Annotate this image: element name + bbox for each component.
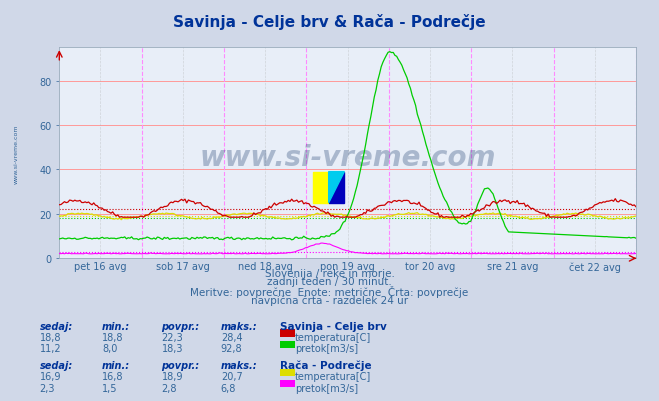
Text: 2,3: 2,3 — [40, 383, 55, 393]
Text: sedaj:: sedaj: — [40, 321, 72, 331]
Bar — [313, 172, 329, 203]
Text: Meritve: povprečne  Enote: metrične  Črta: povprečje: Meritve: povprečne Enote: metrične Črta:… — [190, 286, 469, 298]
Text: 6,8: 6,8 — [221, 383, 236, 393]
Text: 16,9: 16,9 — [40, 371, 61, 381]
Text: pretok[m3/s]: pretok[m3/s] — [295, 383, 358, 393]
Text: 1,5: 1,5 — [102, 383, 118, 393]
Text: 8,0: 8,0 — [102, 343, 117, 353]
Text: 20,7: 20,7 — [221, 371, 243, 381]
Text: maks.:: maks.: — [221, 360, 258, 370]
Text: 2,8: 2,8 — [161, 383, 177, 393]
Text: temperatura[C]: temperatura[C] — [295, 371, 372, 381]
Text: sedaj:: sedaj: — [40, 360, 72, 370]
Text: 18,3: 18,3 — [161, 343, 183, 353]
Text: www.si-vreme.com: www.si-vreme.com — [200, 144, 496, 172]
Text: temperatura[C]: temperatura[C] — [295, 332, 372, 342]
Text: 16,8: 16,8 — [102, 371, 124, 381]
Text: www.si-vreme.com: www.si-vreme.com — [14, 124, 18, 183]
Text: maks.:: maks.: — [221, 321, 258, 331]
Text: 11,2: 11,2 — [40, 343, 61, 353]
Text: min.:: min.: — [102, 360, 130, 370]
Text: 18,8: 18,8 — [102, 332, 124, 342]
Text: 18,8: 18,8 — [40, 332, 61, 342]
Text: povpr.:: povpr.: — [161, 321, 200, 331]
Text: navpična črta - razdelek 24 ur: navpična črta - razdelek 24 ur — [251, 294, 408, 305]
Text: povpr.:: povpr.: — [161, 360, 200, 370]
Text: pretok[m3/s]: pretok[m3/s] — [295, 343, 358, 353]
Bar — [329, 172, 344, 203]
Text: Savinja - Celje brv & Rača - Podrečje: Savinja - Celje brv & Rača - Podrečje — [173, 14, 486, 30]
Text: 28,4: 28,4 — [221, 332, 243, 342]
Polygon shape — [329, 172, 344, 203]
Text: Rača - Podrečje: Rača - Podrečje — [280, 360, 372, 371]
Text: Slovenija / reke in morje.: Slovenija / reke in morje. — [264, 268, 395, 278]
Text: zadnji teden / 30 minut.: zadnji teden / 30 minut. — [267, 277, 392, 287]
Text: 22,3: 22,3 — [161, 332, 183, 342]
Text: 18,9: 18,9 — [161, 371, 183, 381]
Text: 92,8: 92,8 — [221, 343, 243, 353]
Text: Savinja - Celje brv: Savinja - Celje brv — [280, 321, 387, 331]
Text: min.:: min.: — [102, 321, 130, 331]
